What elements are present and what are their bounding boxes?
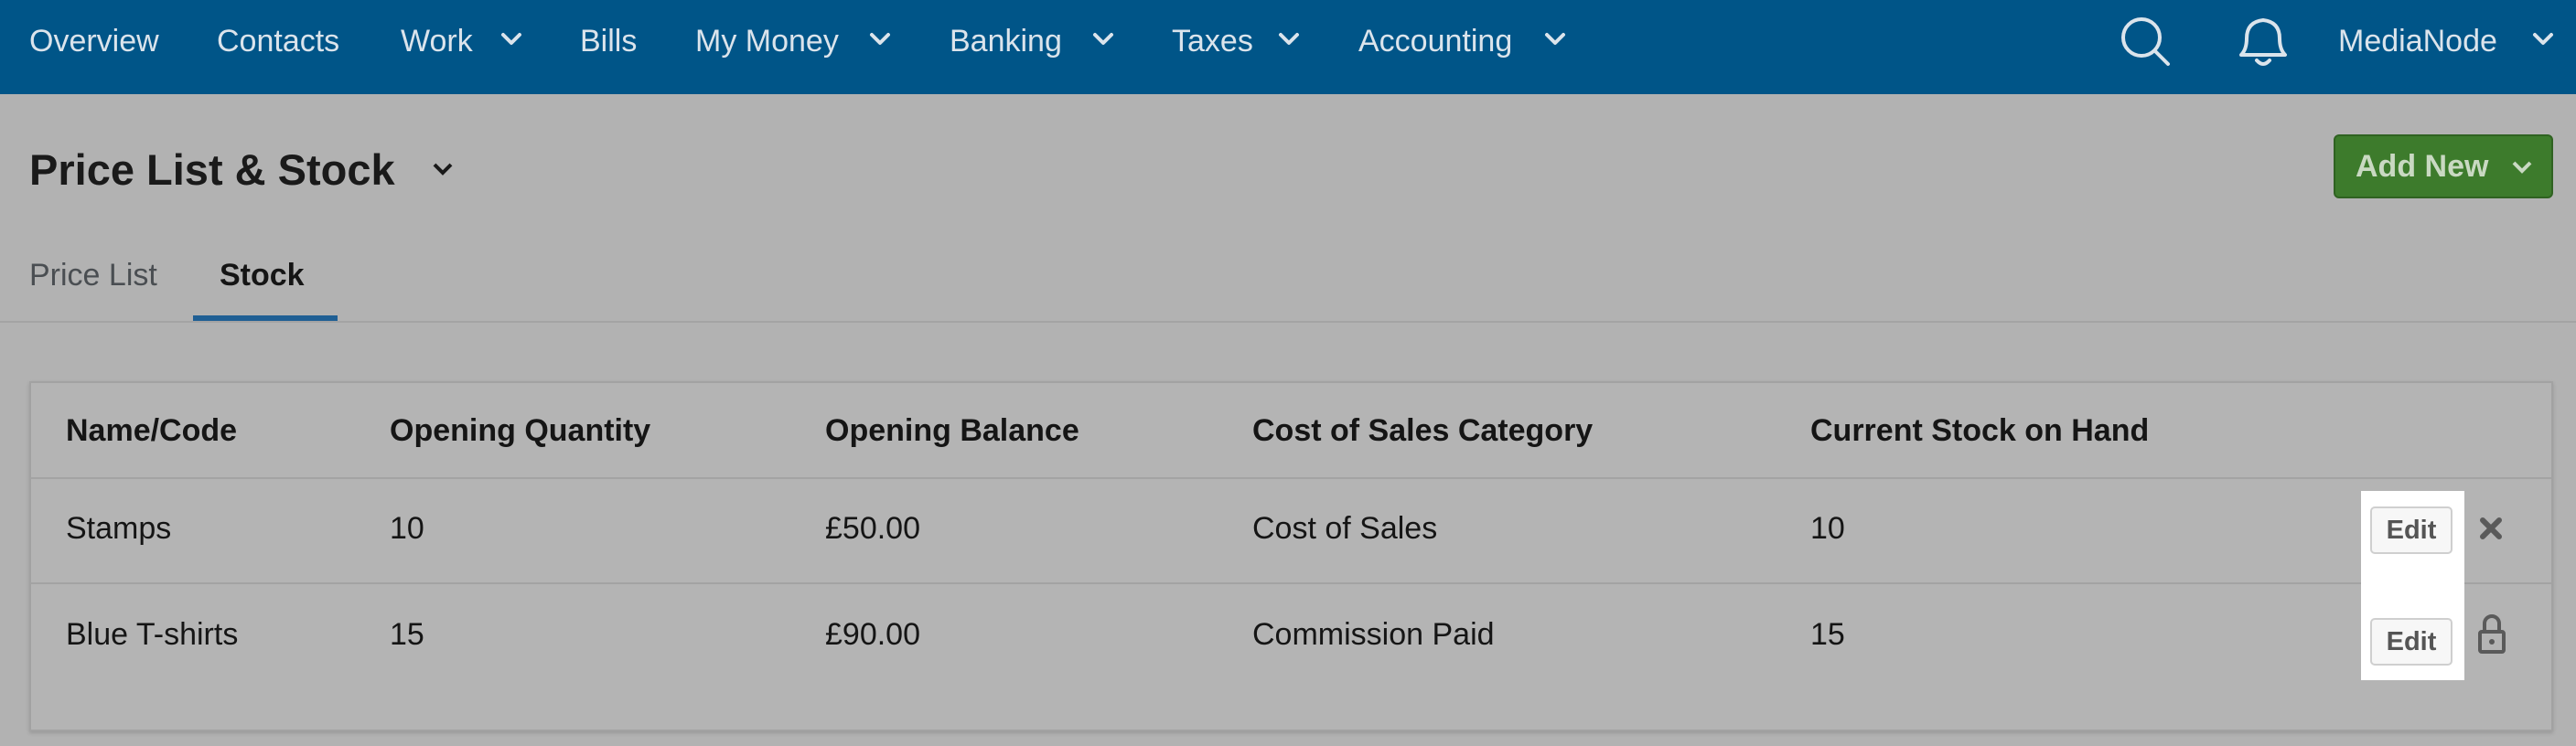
table-cell: £90.00 (825, 617, 920, 652)
nav-link[interactable]: My Money (695, 24, 839, 59)
top-nav: Overview Contacts Work Bills My Money Ba… (0, 0, 2576, 94)
row-icons (2478, 517, 2506, 654)
column-header: Cost of Sales Category (1252, 413, 1594, 448)
page-title: Price List & Stock (29, 145, 395, 194)
edit-button[interactable]: Edit (2370, 506, 2453, 554)
table-cell: 15 (390, 617, 424, 652)
tab[interactable]: Price List (29, 258, 157, 293)
tab-underline (193, 315, 338, 321)
nav-link[interactable]: Contacts (217, 24, 340, 59)
nav-link[interactable]: Banking (950, 24, 1062, 59)
table-cell: £50.00 (825, 511, 920, 546)
title-dropdown[interactable] (430, 160, 457, 178)
column-header: Opening Quantity (390, 413, 651, 448)
table-cell: 10 (390, 511, 424, 546)
table-cell: Cost of Sales (1252, 511, 1438, 546)
nav-link[interactable]: Accounting (1358, 24, 1513, 59)
column-header: Opening Balance (825, 413, 1079, 448)
row-divider (31, 582, 2551, 584)
table-card (29, 381, 2553, 731)
table-cell: 15 (1810, 617, 1845, 652)
table-cell: Stamps (66, 511, 172, 546)
nav-link[interactable]: Taxes (1172, 24, 1253, 59)
edit-button[interactable]: Edit (2370, 618, 2453, 666)
table-cell: Commission Paid (1252, 617, 1495, 652)
add-new-button[interactable]: Add New (2334, 134, 2553, 198)
nav-icons (501, 17, 2553, 66)
row-divider (31, 477, 2551, 479)
divider (0, 321, 2576, 323)
nav-link[interactable]: Bills (580, 24, 638, 59)
tab-active[interactable]: Stock (220, 258, 305, 293)
column-header: Current Stock on Hand (1810, 413, 2150, 448)
user-menu[interactable]: MediaNode (2338, 24, 2497, 59)
table-cell: 10 (1810, 511, 1845, 546)
nav-link[interactable]: Overview (29, 24, 159, 59)
column-header: Name/Code (66, 413, 238, 448)
button-label: Add New (2356, 149, 2489, 184)
nav-link[interactable]: Work (401, 24, 473, 59)
chevron (2512, 161, 2532, 174)
table-cell: Blue T-shirts (66, 617, 239, 652)
